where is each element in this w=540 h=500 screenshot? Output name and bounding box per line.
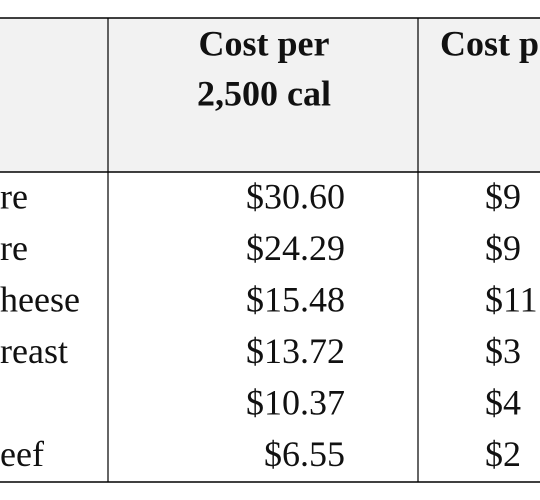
cost-cell: $6.55	[264, 434, 345, 474]
cost-cell: $24.29	[246, 228, 345, 268]
cost-cell: $13.72	[246, 331, 345, 371]
row-label: eef	[0, 434, 44, 474]
header-cell: Cost per	[199, 23, 330, 63]
header-cell: 2,500 cal	[197, 73, 331, 113]
header-background	[0, 18, 540, 172]
cost-cell: $15.48	[246, 279, 345, 319]
cost-cell: $10.37	[246, 382, 345, 422]
cost-cell: $30.60	[246, 176, 345, 216]
row-label: re	[0, 228, 28, 268]
cost-cell: $11	[485, 279, 538, 319]
cost-cell: $9	[485, 176, 521, 216]
header-cell: Cost p	[440, 23, 539, 63]
cost-cell: $2	[485, 434, 521, 474]
row-label: reast	[0, 331, 68, 371]
cost-cell: $9	[485, 228, 521, 268]
row-label: re	[0, 176, 28, 216]
cost-cell: $4	[485, 382, 521, 422]
row-label: heese	[0, 279, 80, 319]
cost-cell: $3	[485, 331, 521, 371]
